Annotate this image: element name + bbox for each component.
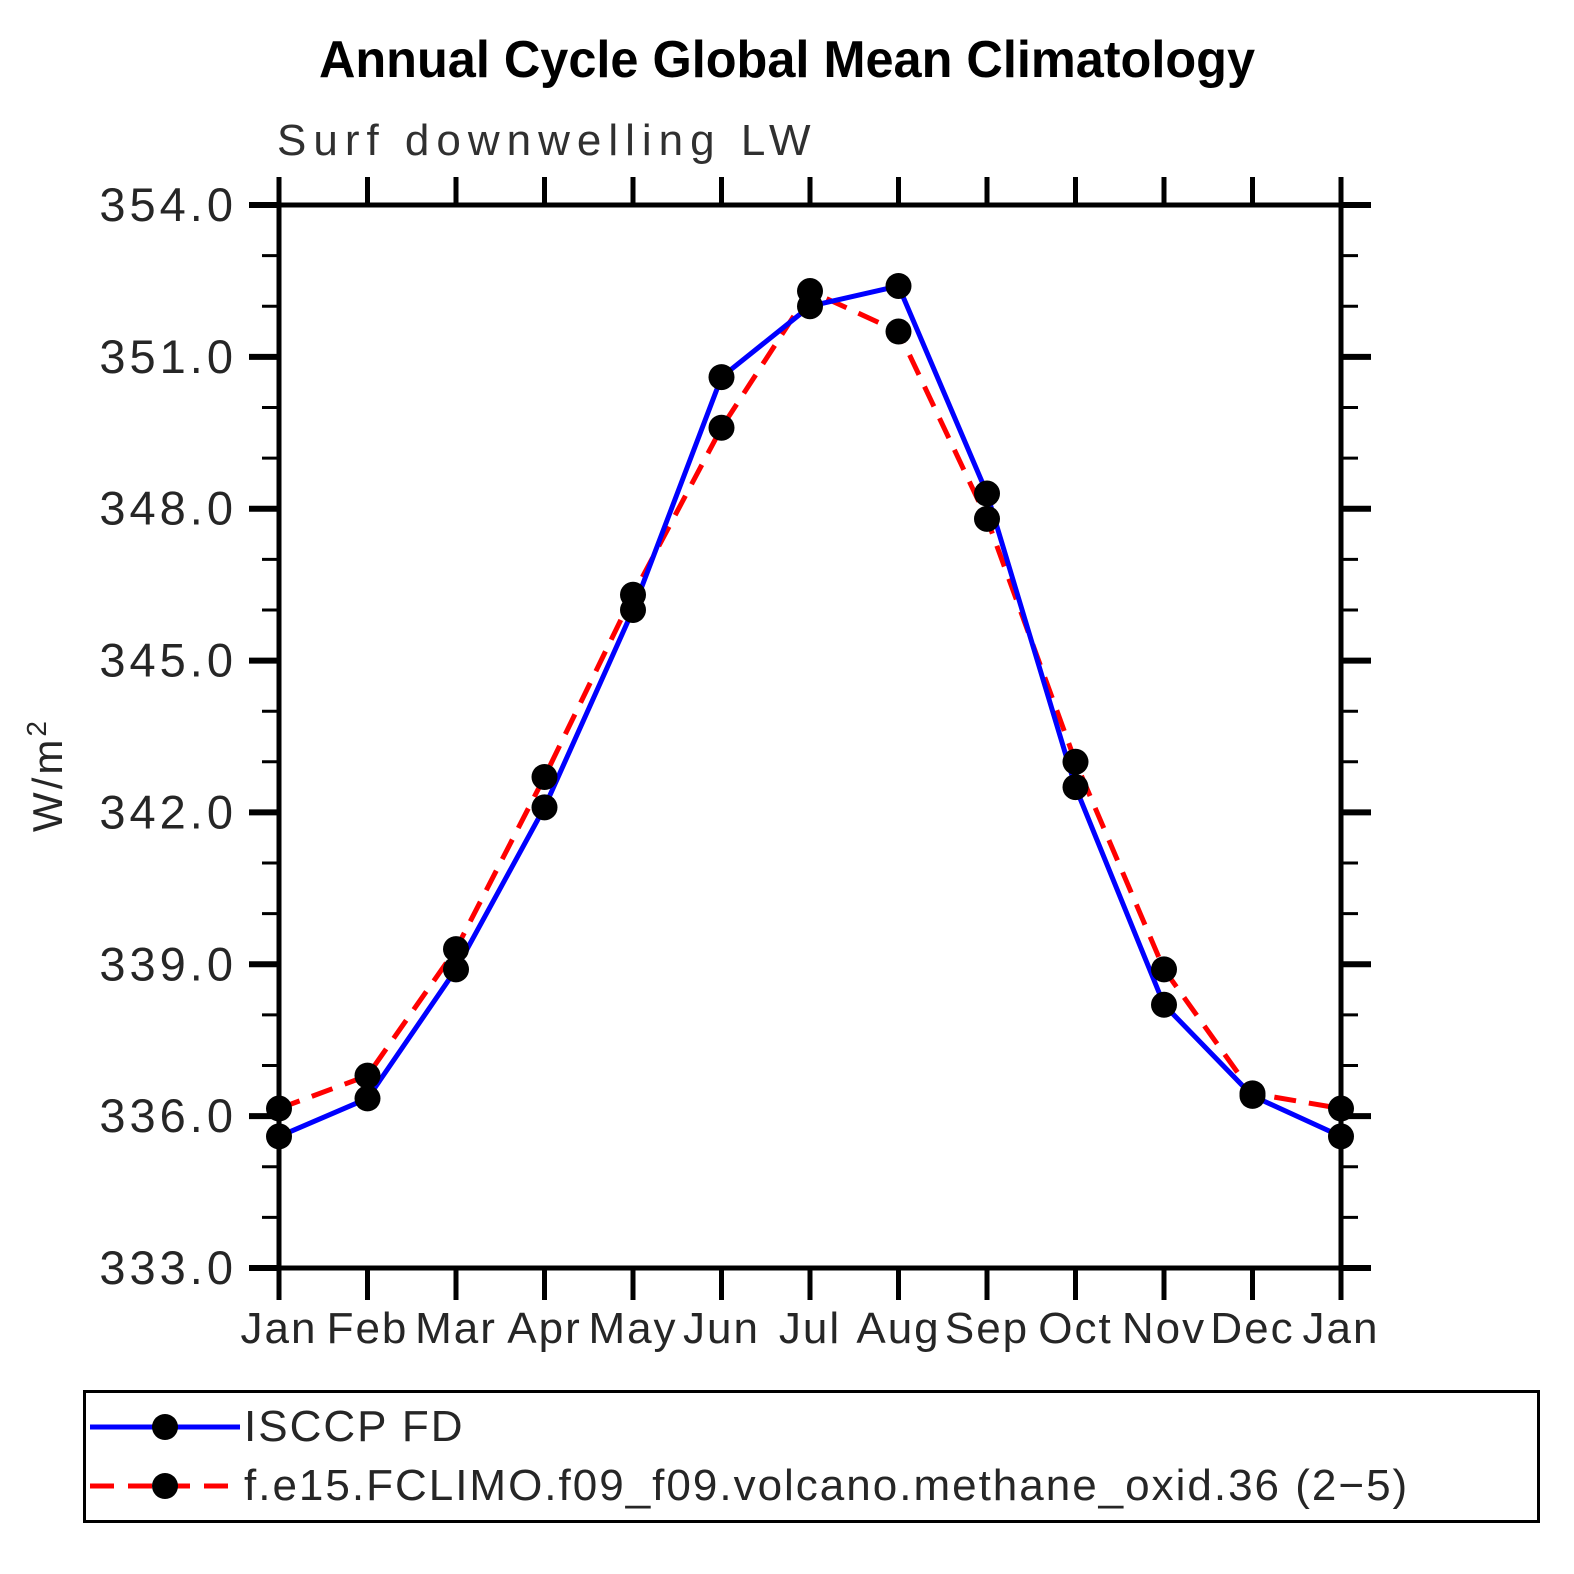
series-line-model <box>278 287 1342 1112</box>
data-point-isccp <box>443 956 469 983</box>
x-tick-label: Jun <box>683 1304 760 1353</box>
data-point-isccp <box>1062 774 1089 801</box>
data-point-model <box>531 763 558 790</box>
data-point-model <box>885 318 912 345</box>
x-tick-label: Jul <box>779 1304 841 1353</box>
legend-label-isccp: ISCCP FD <box>244 1401 465 1451</box>
data-point-isccp <box>1328 1123 1354 1150</box>
x-tick-label: Jan <box>1303 1304 1380 1353</box>
x-tick-label: May <box>588 1304 677 1353</box>
chart-subtitle: Surf downwelling LW <box>277 116 818 165</box>
data-point-model <box>708 414 735 441</box>
legend: ISCCP FD f.e15.FCLIMO.f09_f09.volcano.me… <box>83 1390 1540 1523</box>
data-point-model <box>1239 1080 1266 1107</box>
data-point-model <box>443 936 469 963</box>
y-tick-label: 354.0 <box>99 178 237 231</box>
data-point-model <box>354 1062 381 1089</box>
legend-marker-dot-icon <box>152 1473 178 1500</box>
legend-line-dashed-icon <box>90 1473 240 1500</box>
data-point-isccp <box>354 1085 381 1112</box>
data-point-isccp <box>266 1123 292 1150</box>
data-point-model <box>1328 1095 1354 1122</box>
legend-row-isccp: ISCCP FD <box>86 1401 1537 1453</box>
data-point-isccp <box>974 480 1000 507</box>
y-tick-label: 351.0 <box>99 330 237 383</box>
data-point-model <box>797 278 823 305</box>
y-tick-label: 336.0 <box>99 1089 237 1142</box>
data-point-model <box>620 581 646 608</box>
y-tick-label: 339.0 <box>99 937 237 990</box>
x-tick-label: Sep <box>945 1304 1029 1353</box>
x-tick-label: Mar <box>415 1304 497 1353</box>
legend-line-solid-icon <box>90 1413 240 1440</box>
data-point-isccp <box>885 272 912 299</box>
legend-marker-dot-icon <box>152 1413 178 1440</box>
data-point-model <box>1062 748 1089 775</box>
y-tick-label: 333.0 <box>99 1241 237 1294</box>
data-point-isccp <box>1151 991 1177 1018</box>
x-tick-label: Dec <box>1210 1304 1294 1353</box>
y-axis-label: W/m2 <box>21 718 71 832</box>
x-tick-label: Nov <box>1122 1304 1206 1353</box>
x-tick-label: Feb <box>327 1304 409 1353</box>
chart-title: Annual Cycle Global Mean Climatology <box>318 31 1256 89</box>
series-line-isccp <box>278 283 1343 1139</box>
x-tick-label: Oct <box>1038 1304 1112 1353</box>
x-tick-label: Aug <box>856 1304 940 1353</box>
y-tick-label: 342.0 <box>99 785 237 838</box>
data-point-isccp <box>708 364 735 391</box>
x-tick-label: Jan <box>241 1304 318 1353</box>
y-tick-label: 345.0 <box>99 634 237 687</box>
y-tick-label: 348.0 <box>99 482 237 535</box>
legend-row-model: f.e15.FCLIMO.f09_f09.volcano.methane_oxi… <box>86 1460 1537 1512</box>
data-point-isccp <box>531 794 558 821</box>
x-tick-label: Apr <box>507 1304 581 1353</box>
legend-label-model: f.e15.FCLIMO.f09_f09.volcano.methane_oxi… <box>244 1461 1410 1511</box>
data-point-model <box>1151 956 1177 983</box>
data-point-model <box>266 1095 292 1122</box>
data-point-model <box>974 505 1000 532</box>
